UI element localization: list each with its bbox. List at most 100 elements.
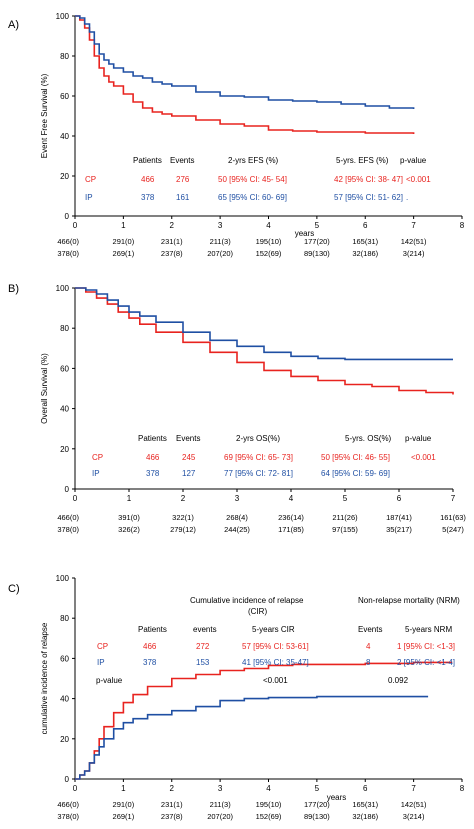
x-tick-label: 5 [315,221,320,230]
y-tick-label: 0 [65,212,70,221]
x-tick-label: 3 [218,784,223,793]
x-tick-label: 7 [411,784,416,793]
risk-cp: 236(14) [278,513,304,522]
x-tick-label: 7 [451,494,456,503]
risk-cp: 391(0) [118,513,140,522]
table-rate2: 77 [95% CI: 72- 81] [224,469,293,478]
risk-ip: 89(130) [304,249,330,258]
y-tick-label: 20 [60,172,69,181]
risk-cp: 268(4) [226,513,248,522]
y-axis-label: Overall Survival (%) [40,353,49,424]
nrm-header: Non-relapse mortality (NRM) [358,596,460,605]
table-header: Events [358,625,382,634]
table-pvalue: <0.001 [406,175,431,184]
risk-cp: 211(3) [210,237,232,246]
risk-cp: 165(31) [352,800,378,809]
table-group-cp: CP [97,642,108,651]
risk-ip: 279(12) [170,525,196,534]
y-tick-label: 40 [60,405,69,414]
table-header: 5-years NRM [405,625,452,634]
table-header: Events [176,434,200,443]
x-tick-label: 3 [218,221,223,230]
risk-ip: 269(1) [113,812,135,821]
table-header: Patients [138,625,167,634]
chart-panel-0: A) 0 20 40 60 80 100 0 1 2 3 4 5 6 7 8 Event Free Surviv… [8,12,465,258]
chart-panel-2: C) 0 20 40 60 80 100 0 1 2 3 4 5 6 7 8 cumulative incide… [8,574,465,821]
risk-cp: 142(51) [401,800,427,809]
risk-ip: 152(69) [256,249,282,258]
table-rate5: 42 [95% CI: 38- 47] [334,175,403,184]
x-tick-label: 7 [411,221,416,230]
risk-cp: 322(1) [172,513,194,522]
p-cir: <0.001 [263,676,288,685]
table-rate2: 65 [95% CI: 60- 69] [218,193,287,202]
x-axis-label: years [295,229,315,238]
y-tick-label: 80 [60,52,69,61]
x-tick-label: 0 [73,221,78,230]
table-patients: 466 [141,175,155,184]
table-group-ip: IP [97,658,105,667]
series-line-ip [75,15,415,109]
table-group-ip: IP [85,193,93,202]
x-tick-label: 5 [343,494,348,503]
table-cir5: 41 [95% CI: 35-47] [242,658,309,667]
risk-ip: 207(20) [207,249,233,258]
risk-ip: 237(8) [161,249,183,258]
y-tick-label: 100 [56,284,70,293]
y-tick-label: 80 [60,614,69,623]
table-header: p-value [400,156,427,165]
risk-cp: 177(20) [304,800,330,809]
risk-cp: 195(10) [256,800,282,809]
risk-cp: 161(63) [440,513,466,522]
table-rate5: 57 [95% CI: 51- 62] [334,193,403,202]
cir-header: Cumulative incidence of relapse [190,596,304,605]
y-tick-label: 100 [56,574,70,583]
y-tick-label: 20 [60,445,69,454]
risk-cp: 211(26) [332,513,358,522]
table-header: 5-yrs. EFS (%) [336,156,389,165]
x-tick-label: 3 [235,494,240,503]
table-header: events [193,625,217,634]
table-header: 2-yrs OS(%) [236,434,280,443]
y-tick-label: 100 [56,12,70,21]
y-tick-label: 60 [60,92,69,101]
table-nrm-events: 4 [366,642,371,651]
cir-subheader: (CIR) [248,607,267,616]
y-tick-label: 60 [60,654,69,663]
risk-ip: 244(25) [224,525,250,534]
risk-ip: 32(186) [352,812,378,821]
table-patients: 466 [143,642,157,651]
x-tick-label: 1 [121,784,126,793]
table-nrm-events: 8 [366,658,371,667]
table-header: p-value [405,434,432,443]
table-patients: 466 [146,453,160,462]
table-header: Patients [138,434,167,443]
series-line-ip [75,287,453,361]
table-events: 272 [196,642,210,651]
x-tick-label: 2 [170,784,175,793]
risk-ip: 5(247) [442,525,464,534]
risk-ip: 97(155) [332,525,358,534]
risk-cp: 195(10) [256,237,282,246]
x-tick-label: 4 [266,784,271,793]
risk-ip: 326(2) [118,525,140,534]
x-tick-label: 4 [266,221,271,230]
y-tick-label: 40 [60,132,69,141]
risk-cp: 466(0) [57,237,79,246]
x-tick-label: 6 [363,221,368,230]
risk-ip: 3(214) [403,249,425,258]
panel-label: B) [8,283,19,295]
table-rate2: 50 [95% CI: 45- 54] [218,175,287,184]
table-header: Events [170,156,194,165]
y-axis-label: cumulative incidence of relapse [40,622,49,734]
y-axis-label: Event Free Survival (%) [40,73,49,158]
risk-ip: 378(0) [57,525,79,534]
risk-cp: 187(41) [386,513,412,522]
table-header: 2-yrs EFS (%) [228,156,279,165]
panel-label: C) [8,583,20,595]
risk-ip: 32(186) [352,249,378,258]
table-pvalue: . [406,193,408,202]
x-tick-label: 2 [181,494,186,503]
x-tick-label: 0 [73,784,78,793]
